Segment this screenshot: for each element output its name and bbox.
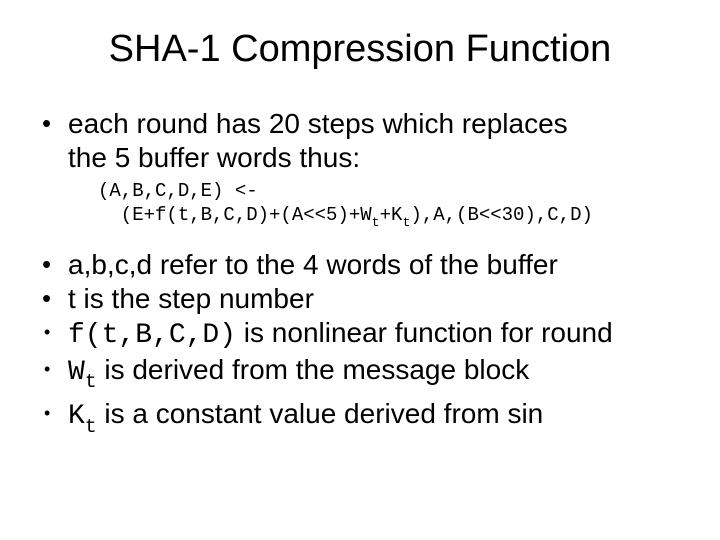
bullet-6-code: K: [68, 401, 85, 432]
bullet-6-sub: t: [85, 416, 97, 438]
bullet-6-rest: is a constant value derived from sin: [97, 398, 544, 429]
formula-block: (A,B,C,D,E) <- (E+f(t,B,C,D)+(A<<5)+Wt+K…: [40, 179, 680, 234]
formula-line2b: +K: [380, 204, 403, 226]
bullet-4: f(t,B,C,D) is nonlinear function for rou…: [40, 316, 680, 353]
formula-sub1: t: [372, 215, 380, 230]
bullet-5-sub: t: [85, 371, 97, 393]
slide: SHA-1 Compression Function each round ha…: [0, 0, 720, 540]
bullet-4-rest: is nonlinear function for round: [236, 317, 613, 348]
bullet-3: t is the step number: [40, 282, 680, 316]
bullet-5-rest: is derived from the message block: [97, 354, 530, 385]
bullet-6: Kt is a constant value derived from sin: [40, 397, 680, 442]
bullet-2: a,b,c,d refer to the 4 words of the buff…: [40, 248, 680, 282]
formula-line1: (A,B,C,D,E) <-: [98, 180, 258, 202]
bullet-5-code: W: [68, 357, 85, 388]
slide-title: SHA-1 Compression Function: [40, 28, 680, 71]
bullet-5: Wt is derived from the message block: [40, 353, 680, 398]
bullet-list: each round has 20 steps which replaces t…: [40, 107, 680, 175]
bullet-1-line1: each round has 20 steps which replaces: [68, 107, 680, 141]
bullet-1: each round has 20 steps which replaces t…: [40, 107, 680, 175]
formula-line2c: ),A,(B<<30),C,D): [410, 204, 592, 226]
formula-sub2: t: [402, 215, 410, 230]
bullet-1-line2: the 5 buffer words thus:: [68, 141, 680, 175]
bullet-2-text: a,b,c,d refer to the 4 words of the buff…: [68, 249, 558, 280]
bullet-4-code: f(t,B,C,D): [68, 320, 236, 351]
bullet-3-text: t is the step number: [68, 283, 314, 314]
bullet-list-2: a,b,c,d refer to the 4 words of the buff…: [40, 248, 680, 442]
formula-line2a: (E+f(t,B,C,D)+(A<<5)+W: [98, 204, 372, 226]
